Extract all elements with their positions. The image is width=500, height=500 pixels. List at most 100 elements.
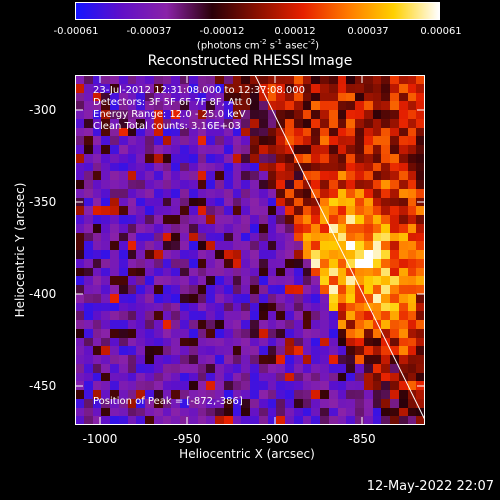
image-pixel xyxy=(337,398,347,408)
image-pixel xyxy=(127,136,137,145)
image-pixel xyxy=(223,92,233,102)
image-pixel xyxy=(311,337,320,347)
image-pixel xyxy=(355,363,364,373)
image-pixel xyxy=(101,293,110,303)
image-pixel xyxy=(162,276,172,285)
image-pixel xyxy=(302,197,312,207)
image-pixel xyxy=(398,110,408,119)
image-pixel xyxy=(381,215,390,224)
image-pixel xyxy=(136,110,145,119)
image-pixel xyxy=(215,258,224,268)
image-pixel xyxy=(302,320,312,329)
image-pixel xyxy=(241,197,250,207)
image-pixel xyxy=(267,337,277,347)
image-pixel xyxy=(328,118,338,128)
image-pixel xyxy=(398,276,408,285)
image-pixel xyxy=(83,232,93,242)
image-pixel xyxy=(311,153,320,163)
image-pixel xyxy=(232,118,242,128)
image-pixel xyxy=(276,145,285,154)
image-pixel xyxy=(398,398,408,408)
image-pixel xyxy=(75,293,84,303)
image-pixel xyxy=(407,223,417,233)
image-pixel xyxy=(153,162,163,172)
image-pixel xyxy=(355,145,364,154)
image-pixel xyxy=(145,381,154,390)
image-pixel xyxy=(118,223,128,233)
image-pixel xyxy=(223,372,233,382)
image-pixel xyxy=(355,118,364,128)
image-pixel xyxy=(381,276,390,285)
image-pixel xyxy=(355,223,364,233)
image-pixel xyxy=(162,267,172,277)
image-pixel xyxy=(188,197,198,207)
image-pixel xyxy=(75,75,84,84)
image-pixel xyxy=(381,223,390,233)
image-pixel xyxy=(118,118,128,128)
image-pixel xyxy=(127,276,137,285)
image-pixel xyxy=(267,180,277,189)
ytick-label: -350 xyxy=(29,195,57,209)
image-pixel xyxy=(101,232,110,242)
image-pixel xyxy=(136,223,145,233)
image-pixel xyxy=(101,258,110,268)
image-pixel xyxy=(241,250,250,259)
image-pixel xyxy=(258,311,268,320)
image-pixel xyxy=(267,232,277,242)
image-pixel xyxy=(320,250,329,259)
image-pixel xyxy=(101,363,110,373)
image-pixel xyxy=(328,136,338,145)
image-pixel xyxy=(153,241,163,250)
image-pixel xyxy=(145,346,154,355)
image-pixel xyxy=(267,328,277,338)
image-pixel xyxy=(372,372,382,382)
image-pixel xyxy=(302,276,312,285)
image-pixel xyxy=(302,302,312,312)
image-pixel xyxy=(215,101,224,110)
image-pixel xyxy=(250,293,259,303)
image-pixel xyxy=(180,127,189,137)
image-pixel xyxy=(355,136,364,145)
ytick-label: -300 xyxy=(29,103,57,117)
image-pixel xyxy=(390,180,399,189)
image-pixel xyxy=(101,223,110,233)
image-pixel xyxy=(162,328,172,338)
image-pixel xyxy=(407,110,417,119)
image-pixel xyxy=(320,153,329,163)
image-pixel xyxy=(232,381,242,390)
image-pixel xyxy=(232,83,242,93)
image-pixel xyxy=(145,328,154,338)
image-pixel xyxy=(171,346,180,355)
image-pixel xyxy=(363,171,373,180)
image-pixel xyxy=(337,285,347,294)
image-pixel xyxy=(328,241,338,250)
image-pixel xyxy=(171,145,180,154)
image-pixel xyxy=(127,285,137,294)
image-pixel xyxy=(267,407,277,417)
image-pixel xyxy=(267,320,277,329)
image-pixel xyxy=(75,276,84,285)
image-pixel xyxy=(197,250,207,259)
image-pixel xyxy=(328,363,338,373)
image-pixel xyxy=(285,398,294,408)
image-pixel xyxy=(267,197,277,207)
image-pixel xyxy=(83,110,93,119)
image-pixel xyxy=(118,381,128,390)
image-pixel xyxy=(407,328,417,338)
image-pixel xyxy=(75,285,84,294)
image-pixel xyxy=(250,407,259,417)
image-pixel xyxy=(381,206,390,215)
image-pixel xyxy=(118,276,128,285)
image-pixel xyxy=(311,390,320,399)
image-pixel xyxy=(398,136,408,145)
image-pixel xyxy=(180,250,189,259)
image-pixel xyxy=(118,328,128,338)
image-pixel xyxy=(302,381,312,390)
image-pixel xyxy=(416,302,425,312)
image-pixel xyxy=(390,293,399,303)
image-pixel xyxy=(188,416,198,425)
image-pixel xyxy=(320,398,329,408)
info-detectors: Detectors: 3F 5F 6F 7F 8F, Att 0 xyxy=(93,97,253,108)
image-pixel xyxy=(363,346,373,355)
image-pixel xyxy=(337,171,347,180)
